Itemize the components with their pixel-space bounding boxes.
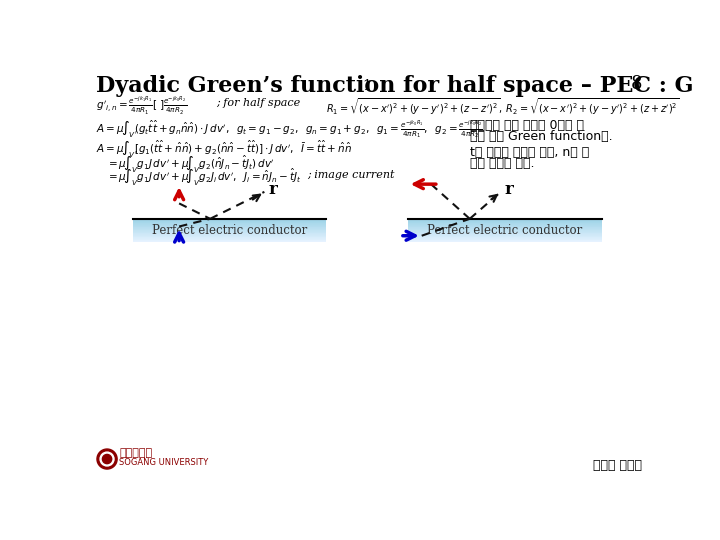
Bar (132, 232, 326, 233)
Bar (408, 236, 601, 237)
Bar (408, 233, 601, 234)
Bar (132, 238, 326, 239)
Bar (408, 227, 601, 228)
Bar (132, 228, 326, 229)
Bar (408, 235, 601, 236)
Bar (132, 220, 326, 221)
Text: ; for half space: ; for half space (216, 98, 300, 108)
Bar (132, 241, 326, 242)
Bar (132, 231, 326, 232)
Bar (408, 226, 601, 227)
Bar (132, 235, 326, 236)
Bar (408, 219, 601, 220)
Text: 1: 1 (363, 79, 372, 93)
Text: 전자파 연구실: 전자파 연구실 (593, 458, 642, 472)
Text: Dyadic Green’s function for half space – PEC : G: Dyadic Green’s function for half space –… (96, 75, 693, 97)
Text: 들기 위한 Green function들.: 들기 위한 Green function들. (469, 130, 613, 143)
Bar (132, 234, 326, 235)
Text: 8: 8 (630, 75, 642, 93)
Text: t는 지면과 평행한 성분, n은 지: t는 지면과 평행한 성분, n은 지 (469, 146, 589, 159)
Text: $A=\mu\!\int_{V'}\![g_1(\hat{t}\hat{t}+\hat{n}\hat{n})+g_2(\hat{n}\hat{n}-\hat{t: $A=\mu\!\int_{V'}\![g_1(\hat{t}\hat{t}+\… (96, 138, 352, 160)
Bar (132, 227, 326, 228)
Circle shape (100, 452, 114, 466)
Bar (132, 225, 326, 226)
Bar (408, 228, 601, 229)
Bar (132, 219, 326, 220)
Text: r: r (505, 181, 513, 198)
Circle shape (97, 449, 117, 469)
Bar (408, 230, 601, 231)
Bar (132, 221, 326, 222)
Circle shape (102, 455, 112, 464)
Bar (408, 238, 601, 239)
Bar (408, 232, 601, 233)
Text: r: r (269, 181, 277, 198)
Bar (132, 224, 326, 225)
Text: Perfect electric conductor: Perfect electric conductor (427, 224, 582, 237)
Bar (408, 240, 601, 241)
Bar (408, 221, 601, 222)
Text: SOGANG UNIVERSITY: SOGANG UNIVERSITY (120, 457, 209, 467)
Text: $R_1 = \sqrt{(x-x')^2+(y-y')^2+(z-z')^2},\;R_2 = \sqrt{(x-x')^2+(y-y')^2+(z+z')^: $R_1 = \sqrt{(x-x')^2+(y-y')^2+(z-z')^2}… (326, 96, 680, 117)
Bar (408, 239, 601, 240)
Text: $g'_{i,n} = \frac{e^{-jk_1R_1}}{4\pi R_1}\left[\;\right]\frac{e^{-jk_0R_2}}{4\pi: $g'_{i,n} = \frac{e^{-jk_1R_1}}{4\pi R_1… (96, 96, 187, 117)
Bar (132, 233, 326, 234)
Bar (132, 236, 326, 237)
Bar (408, 225, 601, 226)
Bar (408, 234, 601, 235)
Bar (132, 237, 326, 238)
Bar (408, 220, 601, 221)
Text: Perfect electric conductor: Perfect electric conductor (152, 224, 307, 237)
Text: 전기장의 접선 성분을 0으로 만: 전기장의 접선 성분을 0으로 만 (469, 119, 584, 132)
Bar (408, 231, 601, 232)
Bar (408, 224, 601, 225)
Text: 면에 수직인 성분.: 면에 수직인 성분. (469, 157, 534, 170)
Bar (408, 237, 601, 238)
Bar (132, 226, 326, 227)
Text: $=\mu\!\int_{V'}\!g_1 J\,dv'+\mu\!\int_{V'}\!g_2(\hat{n}J_n-\hat{t}J_t)\,dv'$: $=\mu\!\int_{V'}\!g_1 J\,dv'+\mu\!\int_{… (106, 153, 274, 175)
Bar (132, 222, 326, 224)
Text: $A = \mu\!\int_{V'}\!(g_t\hat{t}\hat{t}+g_n\hat{n}\hat{n})\cdot J\,dv',$$\;\;g_t: $A = \mu\!\int_{V'}\!(g_t\hat{t}\hat{t}+… (96, 119, 483, 140)
Text: ; image current: ; image current (307, 170, 395, 179)
Bar (132, 240, 326, 241)
Text: $=\mu\!\int_{V'}\!g_1 J\,dv'+\mu\!\int_{V'}\!g_2 J_i\,dv',\;\;J_i=\hat{n}J_n-\ha: $=\mu\!\int_{V'}\!g_1 J\,dv'+\mu\!\int_{… (106, 166, 301, 188)
Text: 서강대학교: 서강대학교 (120, 448, 153, 458)
Bar (408, 241, 601, 242)
Bar (408, 222, 601, 224)
Bar (132, 239, 326, 240)
Bar (132, 230, 326, 231)
